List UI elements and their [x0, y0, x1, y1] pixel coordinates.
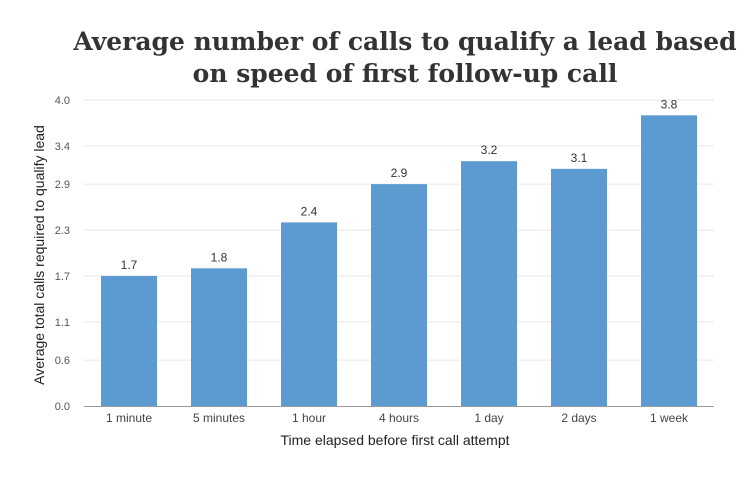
y-tick-label: 2.3 [55, 225, 70, 237]
bar [281, 222, 337, 406]
y-tick-label: 0.0 [55, 401, 70, 413]
x-tick-label: 1 minute [106, 411, 152, 425]
bar [461, 161, 517, 406]
chart-title: Average number of calls to qualify a lea… [73, 27, 737, 88]
bar [641, 115, 697, 407]
y-tick-label: 4.0 [55, 95, 70, 107]
bar [191, 268, 247, 406]
data-label: 1.7 [121, 258, 138, 272]
y-tick-label: 1.1 [55, 317, 70, 329]
data-label: 2.9 [391, 166, 408, 180]
bar [371, 184, 427, 406]
x-tick-label: 1 week [650, 411, 689, 425]
x-tick-label: 1 hour [292, 411, 326, 425]
bar [101, 275, 157, 406]
bar [551, 168, 607, 406]
x-tick-label: 5 minutes [193, 411, 245, 425]
data-label: 1.8 [211, 250, 228, 264]
x-axis-title: Time elapsed before first call attempt [280, 432, 509, 448]
data-label: 3.2 [481, 143, 498, 157]
data-label: 3.1 [571, 151, 588, 165]
y-tick-label: 2.9 [55, 179, 70, 191]
y-tick-label: 0.6 [55, 355, 70, 367]
x-tick-label: 2 days [561, 411, 596, 425]
y-tick-label: 3.4 [55, 141, 70, 153]
y-axis-title: Average total calls required to qualify … [31, 125, 47, 385]
data-label: 3.8 [661, 97, 678, 111]
data-label: 2.4 [301, 204, 318, 218]
y-tick-label: 1.7 [55, 271, 70, 283]
x-tick-label: 4 hours [379, 411, 419, 425]
x-tick-label: 1 day [474, 411, 503, 425]
